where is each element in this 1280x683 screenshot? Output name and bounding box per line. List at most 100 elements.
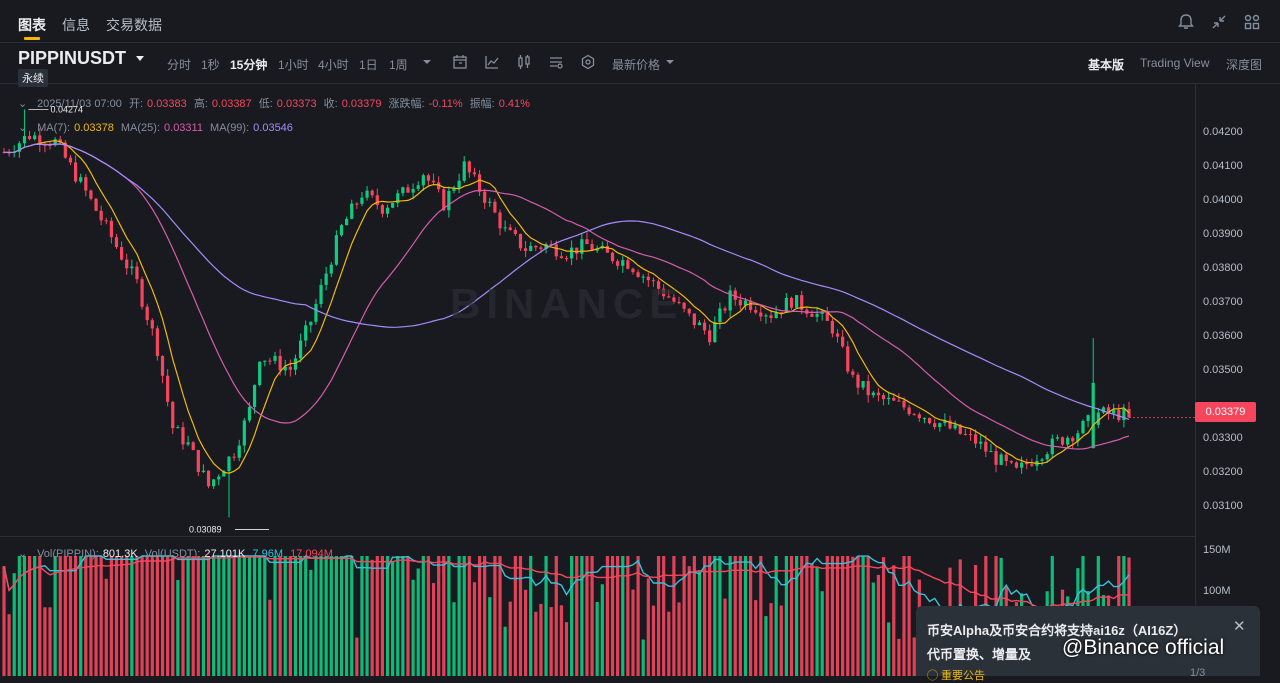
volume-bar [759, 556, 763, 676]
candle-body [452, 188, 456, 191]
symbol-name[interactable]: PIPPINUSDT [18, 48, 127, 68]
volume-bar [227, 556, 231, 676]
volume-bar [631, 589, 635, 676]
candle-body [846, 346, 850, 372]
candle-body [406, 187, 410, 193]
candle-body [140, 279, 144, 307]
ma7-label: MA(7): [37, 122, 71, 134]
candle-body [871, 392, 875, 396]
volume-bar [273, 556, 277, 676]
volume-bar [263, 556, 267, 676]
candle-body [656, 281, 661, 289]
volume-bar [365, 556, 369, 676]
candle-body [396, 193, 400, 204]
volume-bar [713, 556, 717, 676]
candle-body [810, 313, 814, 317]
candle-body [206, 470, 211, 487]
candle-body [1091, 382, 1095, 449]
interval-1s[interactable]: 1秒 [201, 58, 220, 72]
volume-bar [846, 556, 850, 676]
candle-type-icon[interactable] [516, 54, 532, 70]
announcement-title-line2[interactable]: 代币置换、增量及 [927, 647, 1032, 662]
volume-bar [621, 556, 625, 676]
candle-body [293, 358, 298, 370]
candle-body [73, 162, 78, 182]
candle-body [176, 427, 180, 429]
view-tradingview[interactable]: Trading View [1140, 56, 1210, 70]
vol-ma-long: 17.094M [290, 548, 333, 560]
volume-bar [33, 556, 37, 676]
collapse-icon[interactable] [1210, 13, 1228, 31]
candle-body [155, 328, 160, 357]
announcement-toast[interactable]: 币安Alpha及币安合约将支持ai16z（AI16Z） 代币置换、增量及 ◯ 重… [916, 606, 1260, 682]
close-icon[interactable]: ✕ [1233, 618, 1246, 635]
volume-bar [795, 556, 799, 676]
volume-bar [48, 607, 52, 676]
volume-bar [360, 556, 364, 676]
interval-1h[interactable]: 1小时 [278, 58, 309, 72]
interval-15m[interactable]: 15分钟 [230, 58, 268, 72]
candle-body [1045, 454, 1049, 460]
more-intervals-icon[interactable] [422, 58, 432, 66]
amplitude-value: 0.41% [498, 98, 530, 110]
candle-body [999, 454, 1003, 465]
candle-body [227, 456, 231, 472]
chevron-down-icon[interactable] [136, 56, 144, 61]
bell-icon[interactable] [1177, 13, 1195, 31]
chevron-down-icon[interactable] [665, 58, 675, 66]
candle-body [702, 322, 707, 331]
candle-body [723, 308, 727, 311]
indicator-icon[interactable] [484, 54, 500, 70]
interval-1w[interactable]: 1周 [389, 58, 408, 72]
view-depth[interactable]: 深度图 [1226, 58, 1263, 72]
candle-body [1071, 437, 1075, 442]
candle-body [902, 400, 906, 408]
volume-bar [810, 563, 814, 676]
candle-body [79, 177, 83, 182]
tab-chart[interactable]: 图表 [18, 17, 46, 33]
grid-icon[interactable] [1243, 13, 1261, 31]
view-basic[interactable]: 基本版 [1088, 58, 1125, 72]
calendar-icon[interactable] [452, 54, 468, 70]
chevron-down-icon[interactable]: ⌄ [18, 122, 28, 134]
announcement-title[interactable]: 币安Alpha及币安合约将支持ai16z（AI16Z） [927, 623, 1187, 638]
chevron-down-icon[interactable]: ⌄ [18, 548, 28, 560]
candle-body [319, 284, 323, 304]
candlestick-chart[interactable]: 0.04274 0.03089 [0, 84, 1195, 536]
candle-body [564, 258, 569, 260]
price-type-select[interactable]: 最新价格 [612, 58, 661, 72]
candle-body [667, 296, 671, 298]
volume-bar [201, 556, 206, 676]
interval-1d[interactable]: 1日 [359, 58, 378, 72]
candle-body [948, 420, 952, 429]
tab-trading-data[interactable]: 交易数据 [106, 17, 162, 33]
candle-body [477, 174, 482, 192]
interval-line[interactable]: 分时 [167, 58, 192, 72]
volume-bar [212, 556, 216, 676]
volume-bar [155, 556, 160, 676]
candle-body [718, 308, 722, 323]
candle-body [191, 442, 195, 451]
price-tick: 0.04100 [1203, 160, 1243, 172]
volume-bar [626, 556, 630, 676]
candle-body [662, 288, 666, 297]
volume-bar [830, 556, 835, 676]
min-price-label: 0.03089 [189, 524, 222, 534]
interval-4h[interactable]: 4小时 [318, 58, 349, 72]
candle-body [508, 227, 512, 231]
volume-bar [130, 556, 134, 676]
settings-sliders-icon[interactable] [548, 54, 564, 70]
candle-body [324, 273, 328, 285]
gear-icon[interactable] [580, 54, 596, 70]
volume-bar [160, 556, 165, 676]
chevron-down-icon[interactable]: ⌄ [18, 98, 28, 110]
candle-body [549, 244, 553, 246]
candle-body [933, 423, 937, 427]
tab-info[interactable]: 信息 [62, 17, 90, 33]
candle-body [365, 190, 369, 198]
candle-body [1009, 461, 1013, 463]
candle-body [651, 280, 656, 282]
candle-body [1086, 415, 1090, 421]
candle-body [483, 191, 487, 203]
candle-body [385, 207, 390, 214]
